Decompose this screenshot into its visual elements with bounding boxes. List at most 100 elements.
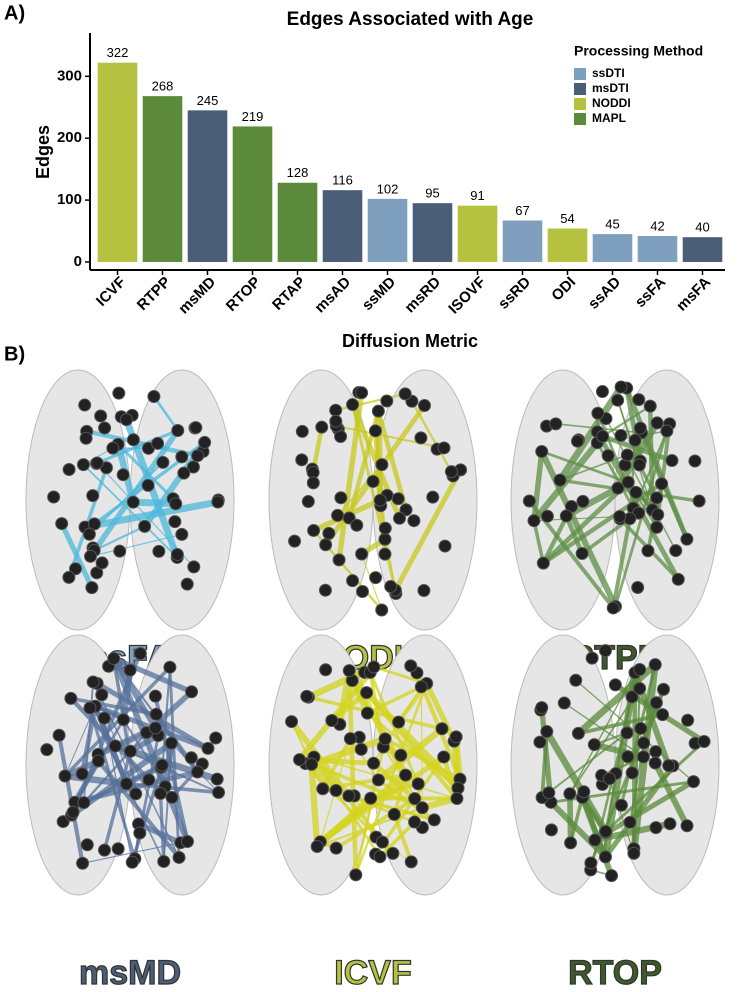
node [52,728,66,742]
node [620,726,634,740]
y-axis-label: Edges [33,125,53,179]
node [542,786,556,800]
node [141,478,155,492]
node [111,842,125,856]
node [90,566,104,580]
edge [126,782,219,795]
node [414,680,428,694]
node [334,491,348,505]
node [170,547,184,561]
node [665,454,679,468]
node [540,509,554,523]
node [614,429,628,443]
bar [187,110,228,262]
node [449,730,463,744]
node [190,765,204,779]
edge [611,518,632,609]
node [329,784,343,798]
x-tick-label: ssMD [359,273,399,313]
edge [84,498,219,531]
edge [316,806,423,848]
node [305,757,319,771]
legend-swatch [574,98,586,110]
edge [308,695,443,731]
node [201,741,215,755]
node [125,855,139,869]
node [625,690,639,704]
node [613,510,627,524]
node [84,549,98,563]
node [113,544,127,558]
node [563,787,577,801]
node [107,651,121,665]
legend-title: Processing Method [574,43,703,59]
y-tick-label: 300 [57,67,82,84]
node [285,715,299,729]
node [210,772,224,786]
node [399,768,413,782]
brain [268,369,478,631]
node [553,473,567,487]
node [175,450,189,464]
node [655,477,669,491]
node [168,515,182,529]
node [371,404,385,418]
edge [64,706,96,777]
edge [393,468,463,592]
node [611,393,625,407]
edge [153,695,190,842]
node [85,581,99,595]
node [663,817,677,831]
node [129,787,143,801]
value-label: 322 [107,45,129,60]
node [171,424,185,438]
node [126,433,140,447]
node [147,389,161,403]
edge [366,685,423,715]
node [591,406,605,420]
value-label: 45 [605,217,619,232]
node [577,785,591,799]
node [585,651,599,665]
node [58,769,72,783]
node [319,538,333,552]
bar [322,190,363,262]
node [535,701,549,715]
edge [168,667,181,858]
panel-label: A) [4,2,25,24]
node [77,796,91,810]
node [350,518,364,532]
node [631,581,645,595]
node [165,790,179,804]
x-tick-label: ssRD [495,274,534,313]
node [175,527,189,541]
edge [532,520,546,564]
edge [323,404,427,547]
node [315,420,329,434]
node [185,685,199,699]
x-tick-label: RTPP [134,274,174,314]
legend-swatch [574,68,586,80]
node [123,663,137,677]
edge [348,795,435,821]
value-label: 40 [695,220,709,235]
node [544,823,558,837]
node [319,663,333,677]
node [90,456,104,470]
node [380,394,394,408]
node [346,574,360,588]
edge [602,405,651,438]
node [601,449,615,463]
edge [531,451,545,521]
edge [619,664,657,806]
node [148,689,162,703]
value-label: 268 [152,79,174,94]
node [634,721,648,735]
node [688,454,702,468]
node [116,713,130,727]
node [149,707,163,721]
node [620,448,634,462]
x-tick-label: msAD [311,274,354,317]
node [549,417,563,431]
node [367,660,381,674]
